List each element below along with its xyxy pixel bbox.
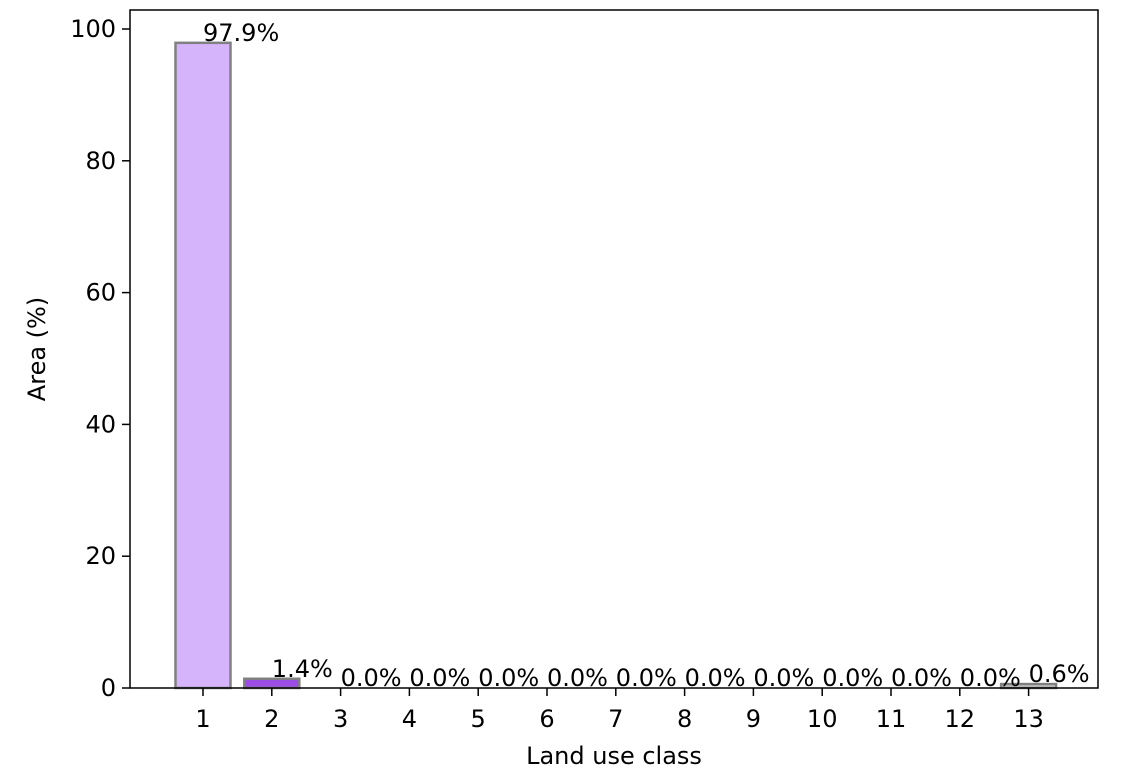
x-axis: 1 2 3 4 5 6 7 8 9 10 11 12 13 [195, 688, 1044, 733]
bars-group [174, 41, 1058, 690]
y-tick-label-40: 40 [85, 410, 116, 438]
bar-value-label-13: 0.6% [1029, 660, 1090, 688]
y-tick-label-80: 80 [85, 147, 116, 175]
x-tick-label-5: 5 [471, 705, 486, 733]
y-tick-label-60: 60 [85, 279, 116, 307]
y-tick-label-100: 100 [70, 15, 116, 43]
x-tick-label-3: 3 [333, 705, 348, 733]
x-tick-label-10: 10 [807, 705, 838, 733]
x-tick-label-8: 8 [677, 705, 692, 733]
x-tick-label-13: 13 [1013, 705, 1044, 733]
x-tick-label-12: 12 [945, 705, 976, 733]
y-axis: 0 20 40 60 80 100 [70, 15, 130, 702]
bar-1 [174, 41, 232, 690]
bar-value-label-2: 1.4% [272, 655, 333, 683]
x-axis-label: Land use class [526, 742, 702, 770]
x-tick-label-11: 11 [876, 705, 907, 733]
y-axis-label: Area (%) [23, 297, 51, 401]
x-tick-label-4: 4 [402, 705, 417, 733]
y-tick-label-20: 20 [85, 542, 116, 570]
x-tick-label-7: 7 [608, 705, 623, 733]
y-tick-label-0: 0 [101, 674, 116, 702]
x-tick-label-1: 1 [195, 705, 210, 733]
x-tick-label-2: 2 [264, 705, 279, 733]
plot-frame [129, 9, 1099, 689]
x-tick-label-9: 9 [746, 705, 761, 733]
x-tick-label-6: 6 [539, 705, 554, 733]
bar-value-label-1: 97.9% [203, 19, 279, 47]
